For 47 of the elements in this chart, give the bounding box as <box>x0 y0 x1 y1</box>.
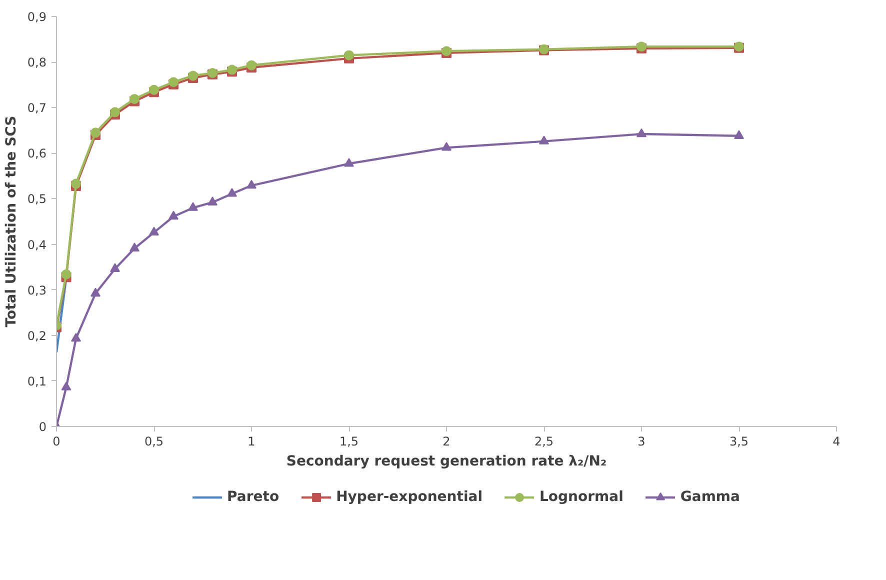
point <box>188 202 198 211</box>
x-tick-label: 2,5 <box>534 434 554 448</box>
point <box>344 50 354 60</box>
point <box>344 158 354 167</box>
x-tick-label: 2 <box>442 434 450 448</box>
y-tick-label: 0,9 <box>27 10 47 24</box>
point <box>71 332 81 342</box>
x-tick-label: 1,5 <box>339 434 359 448</box>
point <box>442 142 452 151</box>
x-tick-label: 1 <box>248 434 256 448</box>
point <box>90 288 100 297</box>
x-tick-label: 0 <box>52 434 60 448</box>
y-axis-title: Total Utilization of the SCS <box>3 116 20 328</box>
y-tick-label: 0,1 <box>27 374 47 388</box>
point <box>188 70 198 81</box>
y-tick-label: 0 <box>38 420 47 434</box>
point <box>636 128 646 138</box>
point <box>539 136 549 144</box>
point <box>61 269 72 280</box>
legend-label: Lognormal <box>540 489 624 505</box>
point <box>208 196 218 206</box>
point <box>130 94 140 104</box>
x-axis-title: Secondary request generation rate λ₂/N₂ <box>286 454 607 470</box>
y-tick-label: 0,6 <box>27 146 47 161</box>
x-tick-label: 4 <box>832 434 840 448</box>
point <box>149 84 159 95</box>
point <box>734 130 744 139</box>
legend-label: Hyper-exponential <box>336 489 482 505</box>
y-tick-label: 0,4 <box>27 238 47 252</box>
y-tick-label: 0,2 <box>27 328 47 343</box>
point <box>246 180 256 189</box>
legend-label: Pareto <box>227 489 280 505</box>
point <box>130 242 140 252</box>
y-tick-label: 0,8 <box>27 56 47 70</box>
point <box>61 382 72 390</box>
point <box>168 210 178 220</box>
point <box>246 60 256 70</box>
point <box>227 188 237 197</box>
x-tick-label: 0,5 <box>144 434 164 448</box>
point <box>110 263 120 272</box>
legend-label: Gamma <box>680 489 740 505</box>
y-tick-label: 0,7 <box>27 101 47 116</box>
y-tick-label: 0,3 <box>27 283 47 298</box>
y-tick-label: 0,5 <box>27 192 47 206</box>
point <box>149 226 159 236</box>
x-tick-label: 3 <box>638 434 646 448</box>
x-tick-label: 3,5 <box>729 434 749 448</box>
